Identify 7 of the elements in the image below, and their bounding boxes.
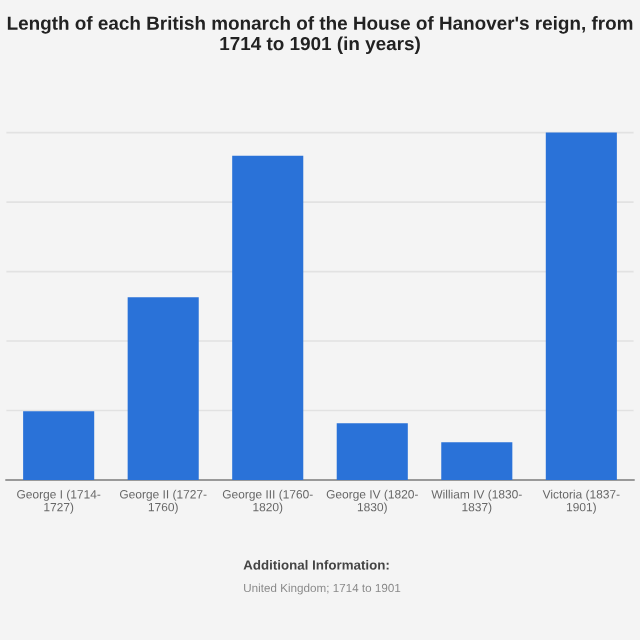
bar [232,155,304,480]
bar [336,423,408,480]
bar [545,132,617,480]
bar [23,411,95,480]
chart-title: Length of each British monarch of the House of Hanover's reign, from 1714 to 1901 (in years) [7,16,633,55]
bar [441,442,513,480]
bar [127,297,199,480]
